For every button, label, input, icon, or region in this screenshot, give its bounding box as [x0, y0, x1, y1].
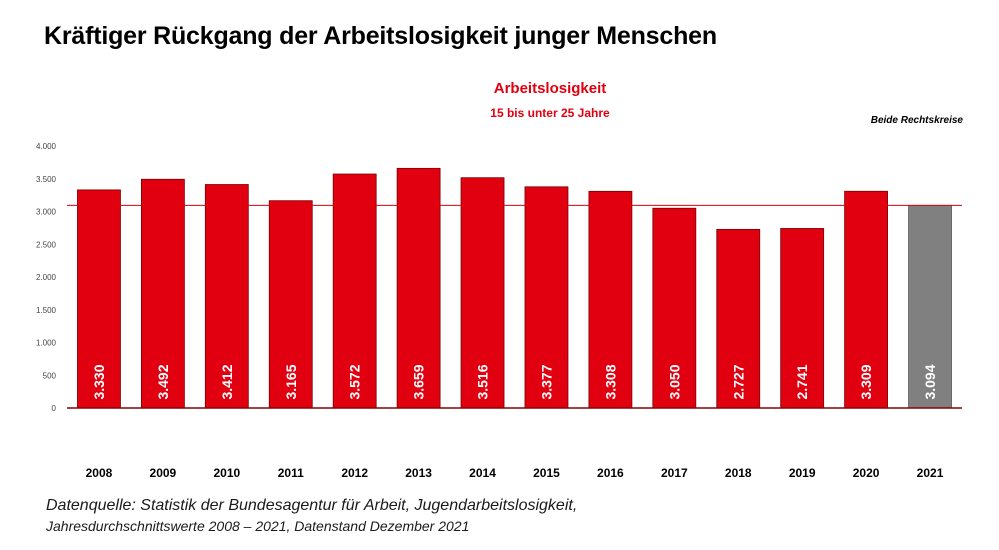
x-tick-label: 2009 — [150, 466, 177, 480]
y-tick-label: 0 — [52, 404, 57, 413]
data-label: 3.572 — [347, 364, 363, 399]
x-tick-label: 2013 — [405, 466, 432, 480]
bar — [524, 186, 569, 409]
data-label: 3.330 — [91, 364, 107, 399]
bar — [460, 177, 505, 409]
data-label: 3.516 — [475, 364, 491, 399]
bar — [716, 228, 761, 409]
data-label: 3.309 — [858, 364, 874, 399]
data-label: 3.412 — [219, 364, 235, 399]
x-tick-label: 2015 — [533, 466, 560, 480]
x-tick-label: 2010 — [213, 466, 240, 480]
y-tick-label: 1.500 — [36, 306, 57, 315]
x-tick-label: 2019 — [789, 466, 816, 480]
chart-title: Arbeitslosigkeit — [493, 80, 607, 97]
bar — [396, 167, 441, 409]
bar — [332, 173, 377, 409]
data-label: 3.308 — [602, 364, 618, 399]
y-tick-label: 2.000 — [36, 273, 57, 282]
bar — [77, 189, 121, 409]
data-label: 3.094 — [922, 364, 938, 399]
data-label: 3.377 — [538, 364, 554, 399]
chart-annotation: Beide Rechtskreise — [870, 115, 963, 126]
bar — [652, 207, 697, 409]
chart-subtitle: 15 bis unter 25 Jahre — [490, 106, 610, 120]
x-tick-label: 2020 — [853, 466, 880, 480]
page-title: Kräftiger Rückgang der Arbeitslosigkeit … — [44, 22, 717, 50]
y-tick-label: 4.000 — [36, 142, 57, 151]
y-tick-label: 500 — [43, 371, 57, 380]
x-tick-label: 2012 — [341, 466, 368, 480]
x-tick-label: 2018 — [725, 466, 752, 480]
y-tick-label: 2.500 — [36, 240, 57, 249]
x-tick-label: 2017 — [661, 466, 688, 480]
source-note-line2: Jahresdurchschnittswerte 2008 – 2021, Da… — [46, 518, 470, 534]
bar — [268, 200, 313, 409]
data-label: 3.492 — [155, 364, 171, 399]
bar — [780, 228, 825, 409]
data-label: 3.050 — [666, 364, 682, 399]
x-tick-label: 2021 — [917, 466, 944, 480]
data-label: 2.741 — [794, 364, 810, 399]
bar — [588, 190, 633, 409]
source-note-line1: Datenquelle: Statistik der Bundesagentur… — [46, 497, 578, 514]
bar — [844, 190, 889, 409]
y-tick-label: 3.000 — [36, 208, 57, 217]
data-label: 2.727 — [730, 364, 746, 399]
x-tick-label: 2008 — [86, 466, 113, 480]
y-tick-label: 3.500 — [36, 175, 57, 184]
bar — [140, 178, 185, 409]
data-label: 3.659 — [411, 364, 427, 399]
bar-chart: 0 500 1.000 1.500 2.000 2.500 3.000 3.500 4.000 3… — [36, 142, 962, 480]
bar — [204, 184, 249, 409]
x-tick-label: 2011 — [278, 466, 304, 480]
x-tick-label: 2016 — [597, 466, 624, 480]
y-tick-label: 1.000 — [36, 339, 57, 348]
bar — [908, 204, 952, 409]
x-tick-label: 2014 — [469, 466, 496, 480]
data-label: 3.165 — [283, 364, 299, 399]
